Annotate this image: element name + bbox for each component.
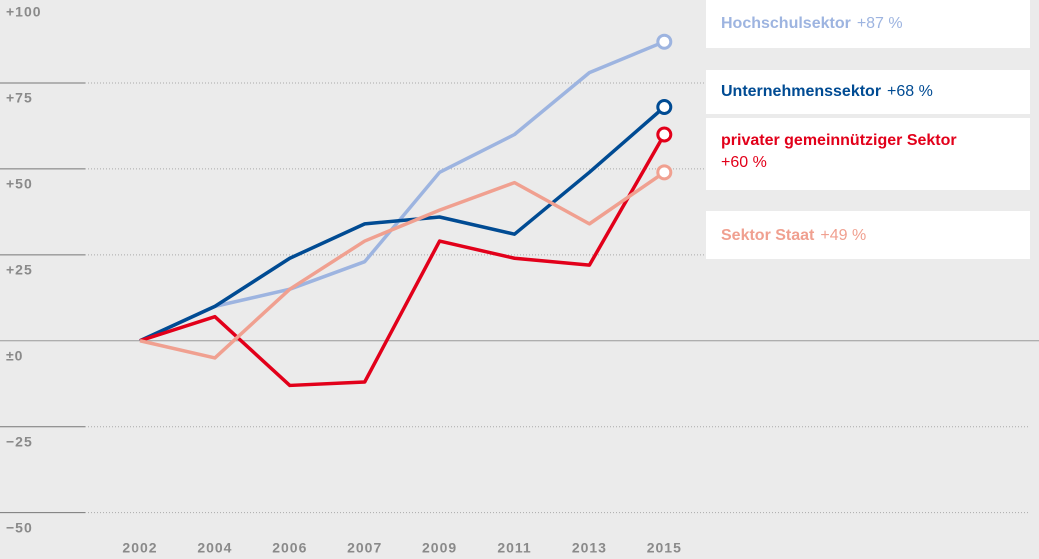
series-line bbox=[139, 40, 665, 343]
x-tick-label: 2006 bbox=[272, 540, 307, 556]
series-line bbox=[139, 133, 666, 388]
value-label: +60 % bbox=[721, 154, 767, 171]
value-label: +68 % bbox=[887, 83, 933, 100]
value-label: +87 % bbox=[857, 15, 903, 32]
x-tick-label: 2011 bbox=[497, 540, 531, 556]
x-tick-label: 2007 bbox=[347, 540, 382, 556]
y-tick-label: +50 bbox=[6, 176, 33, 192]
x-tick-label: 2015 bbox=[647, 540, 682, 556]
y-tick-label: −50 bbox=[6, 519, 33, 535]
series-label: Hochschulsektor +87 % bbox=[721, 15, 903, 32]
x-tick-label: 2002 bbox=[122, 540, 157, 556]
legend-name: Sektor Staat bbox=[721, 227, 815, 244]
end-marker bbox=[656, 99, 673, 115]
series-line bbox=[139, 105, 666, 343]
series-label: Unternehmenssektor +68 % bbox=[721, 83, 933, 100]
x-tick-label: 2009 bbox=[422, 540, 457, 556]
series-label: Sektor Staat +49 % bbox=[721, 227, 866, 244]
y-tick-label: +100 bbox=[6, 4, 42, 20]
label-box bbox=[706, 118, 1030, 190]
y-tick-label: −25 bbox=[6, 433, 33, 449]
label-box bbox=[706, 70, 1030, 114]
legend-name: privater gemeinnütziger Sektor bbox=[721, 132, 957, 149]
legend-name: Unternehmenssektor bbox=[721, 83, 881, 100]
x-tick-label: 2013 bbox=[572, 540, 607, 556]
x-tick-label: 2004 bbox=[197, 540, 232, 556]
label-box bbox=[706, 0, 1030, 48]
legend-name: Hochschulsektor bbox=[721, 15, 851, 32]
end-marker bbox=[656, 126, 673, 143]
value-label: +49 % bbox=[820, 227, 866, 244]
series-line bbox=[139, 170, 666, 360]
y-tick-label: ±0 bbox=[6, 347, 23, 363]
end-marker bbox=[656, 164, 673, 181]
series-label: privater gemeinnütziger Sektor bbox=[721, 132, 957, 149]
end-marker bbox=[656, 33, 673, 50]
y-tick-label: +25 bbox=[6, 262, 33, 278]
label-box bbox=[706, 211, 1030, 259]
y-tick-label: +75 bbox=[6, 90, 33, 106]
